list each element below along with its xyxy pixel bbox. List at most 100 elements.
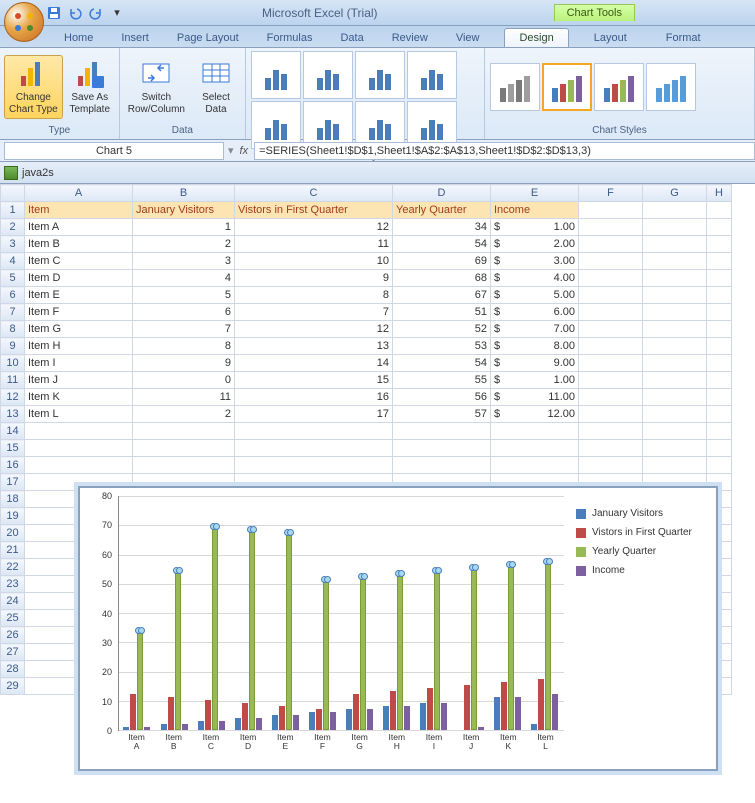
bar[interactable] (323, 578, 329, 730)
row-header-24[interactable]: 24 (1, 593, 25, 610)
bar[interactable] (242, 703, 248, 730)
bar[interactable] (515, 697, 521, 730)
bar[interactable] (198, 721, 204, 730)
cell-C12[interactable]: 16 (235, 389, 393, 406)
spreadsheet-grid[interactable]: ABCDEFGH1ItemJanuary VisitorsVistors in … (0, 184, 755, 695)
cell-D7[interactable]: 51 (393, 304, 491, 321)
bar[interactable] (330, 712, 336, 730)
cell-C7[interactable]: 7 (235, 304, 393, 321)
row-header-21[interactable]: 21 (1, 542, 25, 559)
office-button[interactable] (4, 2, 44, 42)
bar[interactable] (353, 694, 359, 730)
bar[interactable] (531, 724, 537, 730)
bar[interactable] (360, 575, 366, 730)
chart-layout-2[interactable] (303, 51, 353, 99)
bar[interactable] (508, 563, 514, 730)
cell-H1[interactable] (707, 202, 732, 219)
bar[interactable] (309, 712, 315, 730)
cell-E10[interactable]: $9.00 (491, 355, 579, 372)
bar[interactable] (212, 525, 218, 730)
cell-D9[interactable]: 53 (393, 338, 491, 355)
chart-style-4[interactable] (646, 63, 696, 111)
cell-C9[interactable]: 13 (235, 338, 393, 355)
cell-A6[interactable]: Item E (25, 287, 133, 304)
cell-D5[interactable]: 68 (393, 270, 491, 287)
cell-F15[interactable] (579, 440, 643, 457)
bar-group[interactable] (123, 629, 151, 730)
tab-data[interactable]: Data (326, 29, 377, 47)
bar[interactable] (316, 709, 322, 730)
change-chart-type-button[interactable]: Change Chart Type (4, 55, 63, 119)
cell-G11[interactable] (643, 372, 707, 389)
tab-page-layout[interactable]: Page Layout (163, 29, 253, 47)
row-header-9[interactable]: 9 (1, 338, 25, 355)
row-header-18[interactable]: 18 (1, 491, 25, 508)
bar[interactable] (538, 679, 544, 730)
bar[interactable] (235, 718, 241, 730)
row-header-11[interactable]: 11 (1, 372, 25, 389)
bar-group[interactable] (420, 569, 448, 730)
cell-B8[interactable]: 7 (133, 321, 235, 338)
save-icon[interactable] (45, 4, 63, 22)
cell-H15[interactable] (707, 440, 732, 457)
cell-G12[interactable] (643, 389, 707, 406)
cell-B11[interactable]: 0 (133, 372, 235, 389)
tab-insert[interactable]: Insert (107, 29, 163, 47)
cell-H6[interactable] (707, 287, 732, 304)
cell-F2[interactable] (579, 219, 643, 236)
cell-B12[interactable]: 11 (133, 389, 235, 406)
cell-A1[interactable]: Item (25, 202, 133, 219)
cell-C3[interactable]: 11 (235, 236, 393, 253)
bar[interactable] (286, 531, 292, 730)
cell-H7[interactable] (707, 304, 732, 321)
cell-C5[interactable]: 9 (235, 270, 393, 287)
bar[interactable] (464, 685, 470, 730)
cell-C11[interactable]: 15 (235, 372, 393, 389)
cell-H13[interactable] (707, 406, 732, 423)
cell-H16[interactable] (707, 457, 732, 474)
col-header-B[interactable]: B (133, 185, 235, 202)
bar[interactable] (494, 697, 500, 730)
cell-C14[interactable] (235, 423, 393, 440)
bar[interactable] (367, 709, 373, 730)
cell-C8[interactable]: 12 (235, 321, 393, 338)
cell-F12[interactable] (579, 389, 643, 406)
formula-input[interactable]: =SERIES(Sheet1!$D$1,Sheet1!$A$2:$A$13,Sh… (254, 142, 755, 160)
col-header-A[interactable]: A (25, 185, 133, 202)
cell-A16[interactable] (25, 457, 133, 474)
cell-F11[interactable] (579, 372, 643, 389)
cell-E6[interactable]: $5.00 (491, 287, 579, 304)
cell-E12[interactable]: $11.00 (491, 389, 579, 406)
cell-G1[interactable] (643, 202, 707, 219)
bar[interactable] (219, 721, 225, 730)
row-header-10[interactable]: 10 (1, 355, 25, 372)
cell-B13[interactable]: 2 (133, 406, 235, 423)
tab-view[interactable]: View (442, 29, 494, 47)
cell-B10[interactable]: 9 (133, 355, 235, 372)
cell-A13[interactable]: Item L (25, 406, 133, 423)
row-header-16[interactable]: 16 (1, 457, 25, 474)
name-box[interactable]: Chart 5 (4, 142, 224, 160)
cell-A3[interactable]: Item B (25, 236, 133, 253)
row-header-23[interactable]: 23 (1, 576, 25, 593)
bar[interactable] (123, 727, 129, 730)
tab-home[interactable]: Home (50, 29, 107, 47)
legend-item[interactable]: Vistors in First Quarter (576, 527, 708, 538)
cell-A9[interactable]: Item H (25, 338, 133, 355)
bar[interactable] (397, 572, 403, 730)
bar[interactable] (161, 724, 167, 730)
bar-group[interactable] (272, 531, 300, 730)
cell-G7[interactable] (643, 304, 707, 321)
cell-G5[interactable] (643, 270, 707, 287)
cell-E11[interactable]: $1.00 (491, 372, 579, 389)
cell-F6[interactable] (579, 287, 643, 304)
tab-format[interactable]: Format (652, 29, 715, 47)
cell-F5[interactable] (579, 270, 643, 287)
cell-B2[interactable]: 1 (133, 219, 235, 236)
bar[interactable] (256, 718, 262, 730)
row-header-1[interactable]: 1 (1, 202, 25, 219)
bar[interactable] (168, 697, 174, 730)
bar[interactable] (471, 566, 477, 730)
cell-E14[interactable] (491, 423, 579, 440)
bar-group[interactable] (309, 578, 337, 730)
